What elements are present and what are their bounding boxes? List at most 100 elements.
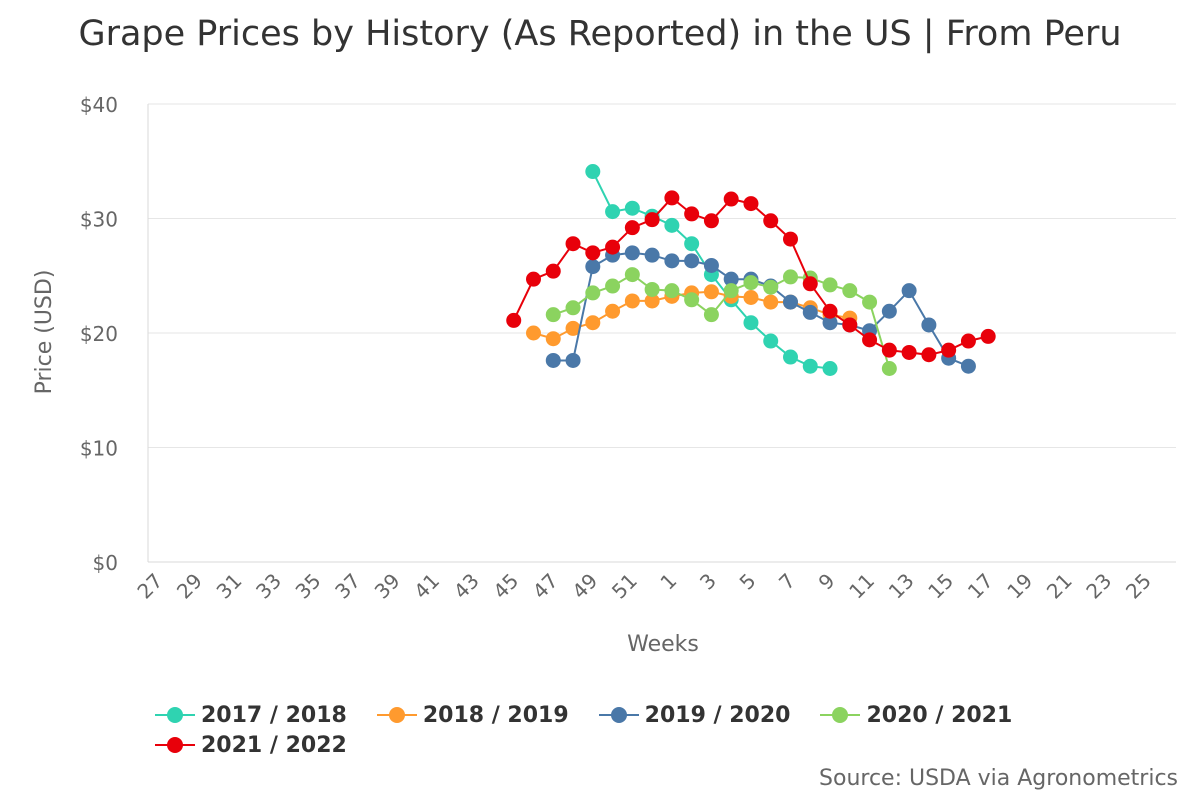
data-point[interactable] (545, 331, 561, 347)
x-tick-label: 49 (567, 569, 602, 604)
data-point[interactable] (605, 278, 621, 294)
data-point[interactable] (723, 283, 739, 299)
data-point[interactable] (763, 294, 779, 310)
data-point[interactable] (684, 236, 700, 252)
data-point[interactable] (664, 253, 680, 269)
data-point[interactable] (565, 236, 581, 252)
data-point[interactable] (862, 332, 878, 348)
data-point[interactable] (783, 294, 798, 310)
data-point[interactable] (822, 277, 838, 293)
data-point[interactable] (585, 315, 601, 331)
data-point[interactable] (545, 307, 561, 323)
data-point[interactable] (901, 283, 917, 299)
legend-item[interactable]: 2018 / 2019 (376, 700, 569, 730)
data-point[interactable] (605, 204, 621, 220)
data-point[interactable] (802, 358, 818, 374)
data-point[interactable] (723, 271, 739, 287)
data-point[interactable] (644, 293, 660, 309)
x-tick-label: 31 (212, 569, 247, 604)
data-point[interactable] (763, 213, 779, 229)
data-point[interactable] (783, 349, 798, 365)
y-tick-labels: $0 $10 $20 $30 $40 (80, 93, 118, 575)
data-point[interactable] (565, 352, 581, 368)
data-point[interactable] (783, 269, 798, 285)
data-point[interactable] (644, 281, 660, 297)
data-point[interactable] (565, 300, 581, 316)
data-point[interactable] (763, 279, 779, 295)
data-point[interactable] (684, 206, 700, 222)
data-point[interactable] (624, 220, 640, 236)
data-point[interactable] (980, 328, 996, 344)
x-tick-label: 23 (1081, 569, 1116, 604)
data-point[interactable] (605, 239, 621, 255)
data-point[interactable] (881, 360, 897, 376)
series-line (553, 251, 969, 368)
data-point[interactable] (941, 342, 957, 358)
data-point[interactable] (842, 317, 858, 333)
data-point[interactable] (921, 317, 937, 333)
legend-item[interactable]: 2021 / 2022 (155, 730, 347, 760)
data-point[interactable] (960, 333, 976, 349)
data-point[interactable] (545, 263, 561, 279)
data-point[interactable] (881, 303, 897, 319)
data-point[interactable] (684, 292, 700, 308)
data-point[interactable] (585, 259, 601, 275)
legend: 2017 / 2018 2018 / 2019 2019 / 2020 2020 / … (155, 700, 1115, 760)
x-tick-labels: 27 29 31 33 35 37 39 41 43 45 47 49 51 1 3 5 7 9 11 13 15 17 1… (132, 569, 1155, 604)
data-point[interactable] (743, 315, 759, 331)
data-point[interactable] (624, 200, 640, 216)
legend-item[interactable]: 2020 / 2021 (820, 700, 1012, 730)
source-credit: Source: USDA via Agronometrics (819, 766, 1178, 791)
data-point[interactable] (565, 320, 581, 336)
data-point[interactable] (624, 245, 640, 261)
data-point[interactable] (624, 267, 640, 283)
data-point[interactable] (743, 290, 759, 306)
data-point[interactable] (842, 283, 858, 299)
data-point[interactable] (703, 284, 719, 300)
y-tick-label: $30 (80, 208, 118, 232)
data-point[interactable] (763, 333, 779, 349)
data-point[interactable] (802, 276, 818, 292)
data-point[interactable] (526, 325, 541, 341)
legend-item[interactable]: 2019 / 2020 (598, 700, 790, 730)
series-5 (506, 190, 996, 363)
data-point[interactable] (624, 293, 640, 309)
y-axis-label: Price (USD) (32, 270, 57, 395)
data-point[interactable] (664, 190, 680, 206)
data-point[interactable] (802, 304, 818, 320)
axes (147, 104, 1176, 563)
data-point[interactable] (644, 212, 660, 228)
data-point[interactable] (605, 303, 621, 319)
data-point[interactable] (960, 358, 976, 374)
data-point[interactable] (743, 275, 759, 291)
data-point[interactable] (703, 257, 719, 273)
data-point[interactable] (743, 196, 759, 212)
x-tick-label: 11 (844, 569, 879, 604)
data-point[interactable] (585, 245, 601, 261)
data-point[interactable] (526, 271, 541, 287)
data-point[interactable] (862, 294, 878, 310)
data-point[interactable] (506, 312, 522, 328)
legend-item[interactable]: 2017 / 2018 (155, 700, 347, 730)
data-point[interactable] (881, 342, 897, 358)
data-point[interactable] (684, 253, 700, 269)
data-point[interactable] (585, 285, 601, 301)
chart-title: Grape Prices by History (As Reported) in… (78, 14, 1122, 54)
data-point[interactable] (644, 247, 660, 263)
data-point[interactable] (545, 352, 561, 368)
data-point[interactable] (585, 164, 601, 180)
grid-lines (148, 103, 1176, 448)
data-point[interactable] (921, 347, 937, 363)
data-point[interactable] (822, 303, 838, 319)
data-point[interactable] (664, 217, 680, 233)
data-point[interactable] (822, 315, 838, 331)
line-chart: $0$10$20$30$40 27 29 31 33 35 37 39 41 43 45 47 49 5… (32, 93, 1176, 657)
legend-marker-icon (598, 707, 639, 723)
data-point[interactable] (822, 360, 838, 376)
data-point[interactable] (703, 307, 719, 323)
data-point[interactable] (901, 344, 917, 360)
data-point[interactable] (664, 283, 680, 299)
data-point[interactable] (783, 231, 798, 247)
data-point[interactable] (703, 213, 719, 229)
data-point[interactable] (723, 191, 739, 207)
